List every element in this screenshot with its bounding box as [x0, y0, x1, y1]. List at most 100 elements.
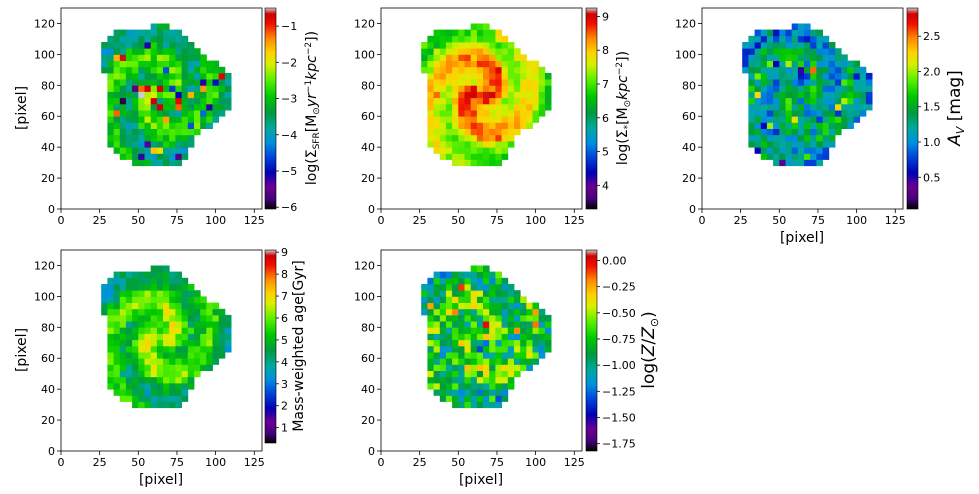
heat-cell	[520, 364, 527, 371]
heat-cell	[476, 122, 484, 129]
heat-cell	[427, 66, 434, 74]
heat-cell	[181, 352, 189, 359]
heat-cell	[125, 327, 133, 334]
x-tick-label: 0	[58, 456, 65, 469]
heat-cell	[835, 97, 842, 105]
heat-cell	[458, 91, 465, 99]
heat-cell	[754, 91, 762, 99]
heat-cell	[458, 159, 465, 167]
heat-cell	[464, 284, 472, 291]
heat-cell	[828, 91, 836, 99]
heat-cell	[452, 352, 459, 359]
x-tick-label: 25	[734, 214, 748, 227]
heat-cell	[150, 327, 158, 334]
heat-cell	[773, 66, 780, 74]
heat-cell	[489, 314, 496, 322]
heat-cell	[156, 321, 164, 328]
heat-cell	[495, 60, 502, 68]
heat-cell	[200, 122, 207, 129]
heat-cell	[181, 153, 189, 160]
heat-cell	[748, 128, 755, 136]
heat-cell	[206, 85, 213, 92]
heat-cell	[156, 110, 164, 117]
heat-cell	[822, 60, 830, 68]
heat-cell	[107, 358, 114, 365]
x-tick-label: 100	[205, 456, 226, 469]
heat-cell	[150, 339, 158, 347]
heat-cell	[470, 383, 478, 390]
heat-cell	[495, 395, 502, 402]
heat-cell	[810, 48, 817, 55]
heat-cell	[169, 284, 176, 291]
heat-cell	[828, 116, 836, 123]
heat-cell	[156, 277, 164, 285]
heat-cell	[514, 364, 521, 371]
heat-cell	[156, 401, 164, 409]
heat-cell	[439, 91, 447, 99]
heat-cell	[421, 54, 428, 61]
heat-cell	[791, 48, 799, 55]
heat-cell	[427, 345, 434, 353]
heat-cell	[853, 72, 861, 80]
heat-cell	[514, 352, 521, 359]
heat-cell	[822, 122, 830, 129]
heat-cell	[427, 60, 434, 68]
heat-cell	[495, 345, 502, 353]
heat-cell	[847, 60, 854, 68]
heat-cell	[507, 345, 515, 353]
heat-cell	[132, 271, 139, 279]
heat-cell	[113, 296, 121, 303]
heat-cell	[452, 339, 459, 347]
heat-cell	[187, 296, 195, 303]
heat-cell	[458, 110, 465, 117]
heat-cell	[194, 358, 201, 365]
heat-cell	[452, 321, 459, 328]
heat-cell	[427, 42, 434, 49]
heat-cell	[132, 42, 139, 49]
heat-cell	[156, 103, 164, 111]
colorbar-tick-label: 9	[602, 10, 609, 23]
heat-cell	[476, 66, 484, 74]
heat-cell	[507, 284, 515, 291]
heat-cell	[200, 302, 207, 310]
heat-cell	[526, 352, 533, 359]
x-tick-label: 75	[490, 214, 504, 227]
heat-cell	[754, 42, 762, 49]
heat-cell	[501, 122, 509, 129]
heat-cell	[175, 376, 182, 384]
heat-cell	[495, 128, 502, 136]
heat-cell	[853, 97, 861, 105]
heat-cell	[822, 141, 830, 148]
heat-cell	[766, 29, 774, 37]
colorbar-tick-label: −1.00	[602, 359, 636, 372]
heat-cell	[445, 141, 453, 148]
heat-cell	[144, 277, 152, 285]
heat-cell	[779, 42, 786, 49]
heat-cell	[169, 290, 176, 297]
heat-cell	[107, 345, 114, 353]
heat-cell	[163, 376, 170, 384]
heat-cell	[526, 97, 533, 105]
heat-cell	[483, 358, 490, 365]
heat-cell	[544, 345, 552, 353]
heat-cell	[507, 383, 515, 390]
heat-cell	[526, 103, 533, 111]
heat-cell	[464, 370, 472, 378]
heat-cell	[175, 370, 182, 378]
heat-cell	[206, 66, 213, 74]
heat-cell	[427, 35, 434, 43]
y-tick-label: 60	[361, 352, 375, 365]
heat-cell	[181, 116, 189, 123]
heat-cell	[791, 85, 799, 92]
heat-cell	[427, 85, 434, 92]
heat-cell	[816, 35, 823, 43]
heat-cell	[445, 153, 453, 160]
x-tick-label: 50	[131, 214, 145, 227]
heat-cell	[113, 339, 121, 347]
heat-cell	[169, 277, 176, 285]
heat-cell	[458, 97, 465, 105]
heat-cell	[163, 265, 170, 273]
heat-cell	[526, 345, 533, 353]
heat-cell	[489, 364, 496, 371]
heat-cell	[483, 296, 490, 303]
